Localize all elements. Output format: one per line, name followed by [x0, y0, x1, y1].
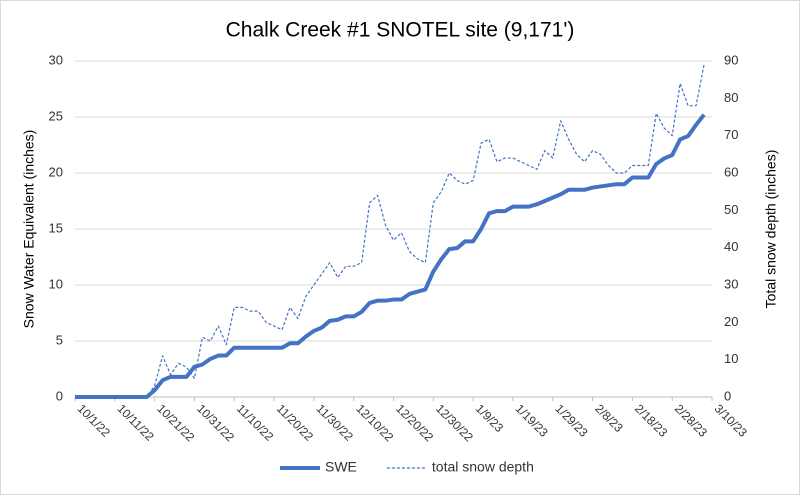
y2-axis-title: Total snow depth (inches) [763, 150, 779, 309]
y2-tick-label: 60 [724, 164, 738, 179]
y2-tick-label: 30 [724, 276, 738, 291]
y-tick-label: 0 [56, 388, 63, 403]
series-line [75, 113, 706, 399]
y-tick-label: 20 [49, 164, 63, 179]
y2-tick-label: 50 [724, 202, 738, 217]
legend-label: SWE [325, 459, 357, 475]
chart-title: Chalk Creek #1 SNOTEL site (9,171') [226, 19, 575, 42]
y-tick-label: 15 [49, 220, 63, 235]
y-axis-title: Snow Water Equivalent (inches) [21, 130, 37, 329]
y-tick-label: 5 [56, 332, 63, 347]
y-tick-label: 25 [49, 108, 63, 123]
y2-tick-label: 70 [724, 127, 738, 142]
legend-label: total snow depth [432, 459, 534, 475]
y2-tick-label: 0 [724, 388, 731, 403]
y2-tick-label: 10 [724, 351, 738, 366]
y2-tick-label: 20 [724, 314, 738, 329]
series-line [75, 64, 705, 398]
y-tick-label: 10 [49, 276, 63, 291]
y2-tick-label: 90 [724, 52, 738, 67]
y-tick-label: 30 [49, 52, 63, 67]
y2-tick-label: 80 [724, 90, 738, 105]
y2-tick-label: 40 [724, 239, 738, 254]
